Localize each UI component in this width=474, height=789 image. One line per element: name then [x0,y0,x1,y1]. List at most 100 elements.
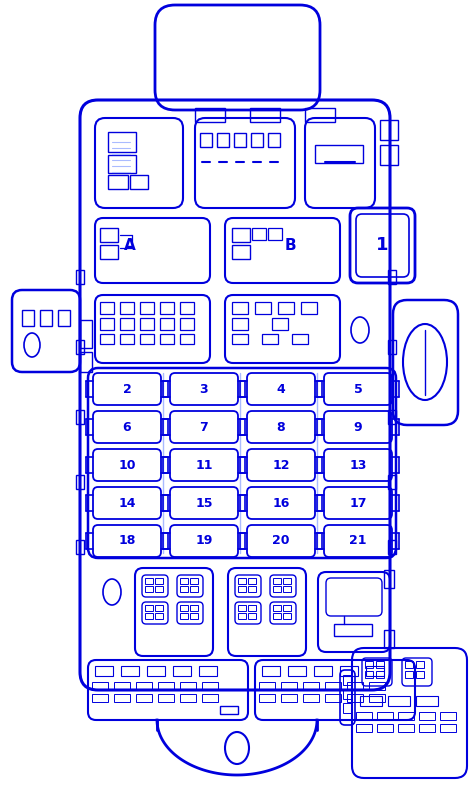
Text: 10: 10 [118,458,136,472]
Bar [190,613,198,619]
Bar [388,340,396,354]
Bar [145,578,153,584]
Bar [248,578,256,584]
Bar [250,108,280,122]
Bar [76,270,84,284]
Bar [232,318,248,330]
Bar [238,578,246,584]
Bar [288,666,306,676]
Bar [58,310,70,326]
Bar [114,682,130,690]
Bar [325,694,341,702]
Bar [160,318,174,330]
Bar [180,605,188,611]
Text: 18: 18 [118,534,136,548]
Bar [343,675,352,685]
Bar [220,706,238,714]
Text: 6: 6 [123,421,131,433]
Bar [255,302,271,314]
Bar [140,334,154,344]
Text: 17: 17 [349,496,367,510]
Bar [76,410,84,424]
Bar [262,666,280,676]
Bar [238,613,246,619]
Bar [238,605,246,611]
Bar [343,703,352,713]
Bar [384,570,394,588]
Text: 1: 1 [376,236,388,254]
Bar [262,334,278,344]
Bar [398,724,414,732]
Bar [160,334,174,344]
Bar [347,682,363,690]
Bar [281,694,297,702]
Bar [180,586,188,592]
Bar [180,694,196,702]
Bar [365,661,373,668]
Bar [272,318,288,330]
Bar [251,133,263,147]
Bar [419,724,435,732]
Bar [202,694,218,702]
Bar [315,145,363,163]
Bar [419,712,435,720]
Bar [120,334,134,344]
Bar [92,682,108,690]
Text: 21: 21 [349,534,367,548]
Bar [80,320,92,348]
Bar [100,318,114,330]
Bar [380,145,398,165]
Bar [190,605,198,611]
Bar [380,120,398,140]
Bar [376,671,384,678]
Bar [377,724,393,732]
Bar [92,694,108,702]
Bar [180,578,188,584]
Bar [40,310,52,326]
Text: 13: 13 [349,458,367,472]
Bar [136,694,152,702]
Bar [190,578,198,584]
Bar [158,682,174,690]
Bar [301,302,317,314]
Bar [273,578,281,584]
Bar [232,302,248,314]
Text: 15: 15 [195,496,213,510]
Bar [100,334,114,344]
Text: 14: 14 [118,496,136,510]
Bar [120,318,134,330]
Bar [140,318,154,330]
Bar [440,712,456,720]
Bar [145,613,153,619]
Bar [273,586,281,592]
Bar [120,302,134,314]
Bar [376,661,384,668]
Bar [108,132,136,152]
Text: 20: 20 [272,534,290,548]
Bar [147,666,165,676]
Bar [360,696,382,706]
Text: 2: 2 [123,383,131,395]
Bar [347,694,363,702]
Bar [388,410,396,424]
Bar [232,228,250,242]
Text: 8: 8 [277,421,285,433]
Bar [405,661,413,668]
Text: 19: 19 [195,534,213,548]
Bar [190,586,198,592]
Text: 4: 4 [277,383,285,395]
Text: 12: 12 [272,458,290,472]
Text: 16: 16 [272,496,290,510]
Bar [158,694,174,702]
Bar [416,671,424,678]
Bar [398,712,414,720]
Bar [130,175,148,189]
Bar [232,245,250,259]
Bar [155,613,163,619]
Bar [145,605,153,611]
Bar [314,666,332,676]
Bar [366,666,384,676]
Bar [76,340,84,354]
Bar [100,245,118,259]
Bar [281,682,297,690]
